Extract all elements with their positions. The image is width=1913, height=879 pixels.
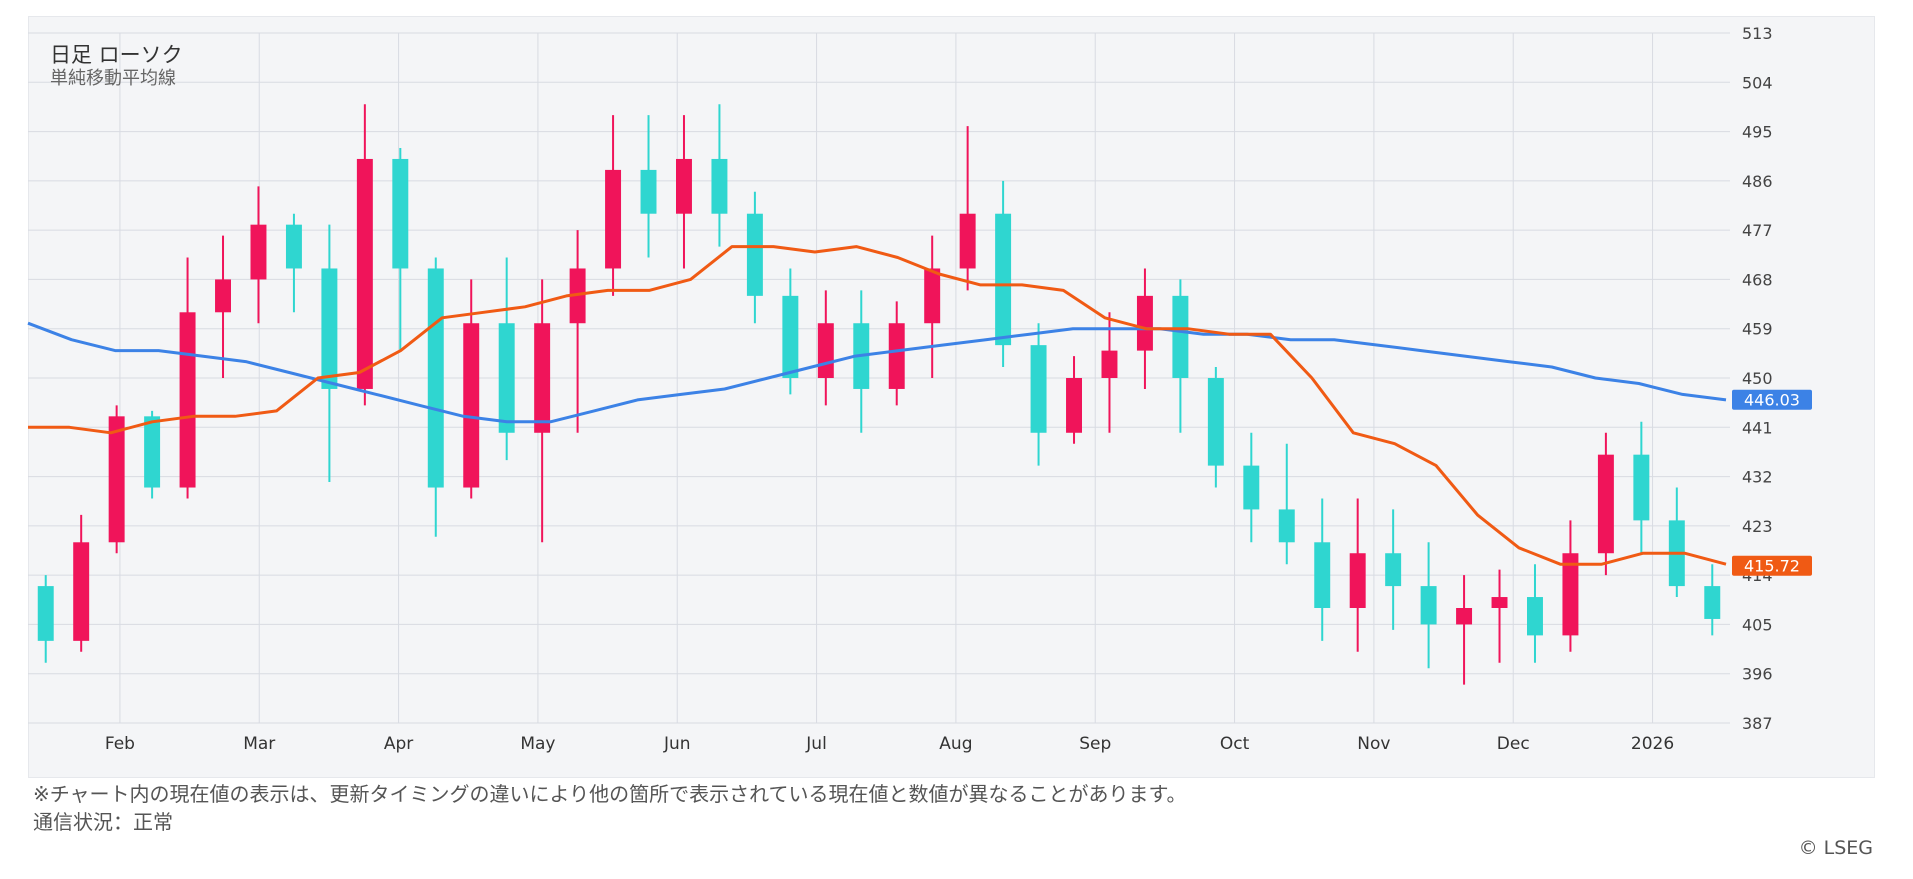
candle-body: [1066, 378, 1082, 433]
x-tick-label: Sep: [1079, 734, 1111, 754]
x-tick-label: Nov: [1357, 734, 1390, 754]
x-tick-label: Feb: [105, 734, 135, 754]
ma-short-line: [28, 245, 1727, 566]
ma-long-last-value-bg: [1732, 389, 1812, 410]
ma-short-last-value-bg: [1732, 555, 1812, 576]
candle-body: [1349, 553, 1366, 608]
y-tick-label: 504: [1742, 73, 1773, 92]
candle-body: [356, 158, 373, 389]
candle-body: [959, 213, 976, 269]
connection-status: 通信状況：正常: [33, 810, 173, 834]
candle-body: [924, 268, 941, 324]
grid-layer: [28, 32, 1730, 724]
x-tick-label: Mar: [243, 734, 275, 754]
y-tick-label: 477: [1742, 221, 1773, 240]
chart-panel: [28, 16, 1875, 778]
footer-note: ※チャート内の現在値の表示は、更新タイミングの違いにより他の箇所で表示されている…: [33, 782, 1187, 806]
candle-body: [817, 323, 834, 378]
candle-body: [995, 213, 1012, 346]
candlestick-chart: 3873964054144234324414504594684774864955…: [27, 24, 1812, 754]
candle-body: [711, 158, 728, 214]
candle-body: [676, 158, 692, 214]
x-tick-label: 2026: [1631, 734, 1674, 754]
y-tick-label: 495: [1742, 123, 1773, 142]
candle-body: [1207, 378, 1224, 466]
x-tick-label: Dec: [1497, 734, 1530, 754]
candle-body: [392, 158, 409, 269]
candle-body: [1597, 454, 1614, 554]
candle-body: [534, 323, 551, 433]
y-tick-label: 513: [1742, 24, 1773, 43]
candle-body: [1385, 553, 1402, 587]
ma-long-last-value: 446.03: [1744, 391, 1800, 410]
candle-body: [1491, 597, 1508, 608]
y-tick-label: 423: [1742, 517, 1773, 536]
candle-body: [250, 224, 267, 280]
y-tick-label: 468: [1742, 270, 1773, 289]
axis-layer: 3873964054144234324414504594684774864955…: [105, 24, 1812, 754]
y-tick-label: 405: [1742, 615, 1773, 634]
y-tick-label: 450: [1742, 369, 1773, 388]
candle-body: [1562, 553, 1579, 636]
candle-body: [73, 542, 90, 641]
x-tick-label: Aug: [939, 734, 972, 754]
candle-body: [1278, 509, 1295, 543]
candle-body: [1527, 597, 1543, 636]
x-tick-label: Jul: [805, 734, 827, 754]
candle-body: [108, 416, 125, 543]
candle-body: [321, 268, 338, 389]
candle-body: [746, 213, 763, 296]
y-tick-label: 387: [1742, 714, 1773, 733]
candle-body: [144, 416, 161, 488]
y-tick-label: 396: [1742, 665, 1773, 684]
candle-body: [1704, 586, 1721, 619]
chart-title: 日足 ローソク: [50, 43, 183, 67]
candle-layer: [37, 104, 1721, 685]
x-tick-label: Jun: [663, 734, 691, 754]
candle-body: [37, 586, 54, 641]
y-tick-label: 459: [1742, 320, 1773, 339]
chart-subtitle: 単純移動平均線: [50, 68, 176, 89]
candle-body: [179, 312, 196, 488]
candle-body: [1101, 350, 1118, 378]
candle-body: [1314, 542, 1331, 608]
ma-long-line: [27, 321, 1727, 424]
copyright-symbol: ©: [1798, 837, 1818, 859]
moving-average-layer: [27, 245, 1727, 566]
candle-body: [463, 323, 480, 488]
candle-body: [1420, 586, 1437, 625]
candle-body: [498, 323, 515, 433]
candle-body: [427, 268, 444, 488]
candle-body: [1172, 295, 1189, 378]
candle-body: [782, 295, 799, 378]
copyright: © LSEG: [1799, 837, 1873, 859]
y-tick-label: 486: [1742, 172, 1773, 191]
candle-body: [215, 279, 231, 313]
candle-body: [640, 169, 657, 214]
candle-body: [888, 323, 905, 389]
y-tick-label: 441: [1742, 418, 1773, 437]
candle-body: [1243, 465, 1260, 510]
copyright-text: LSEG: [1823, 837, 1873, 859]
candle-body: [1136, 295, 1153, 351]
candle-body: [285, 224, 302, 269]
candle-body: [1633, 454, 1650, 521]
candle-body: [1456, 608, 1473, 625]
y-tick-label: 432: [1742, 468, 1773, 487]
x-tick-label: Apr: [384, 734, 413, 754]
x-tick-label: May: [520, 734, 555, 754]
candle-body: [605, 169, 622, 269]
ma-short-last-value: 415.72: [1744, 557, 1800, 576]
candle-body: [1030, 345, 1047, 433]
x-tick-label: Oct: [1220, 734, 1250, 754]
